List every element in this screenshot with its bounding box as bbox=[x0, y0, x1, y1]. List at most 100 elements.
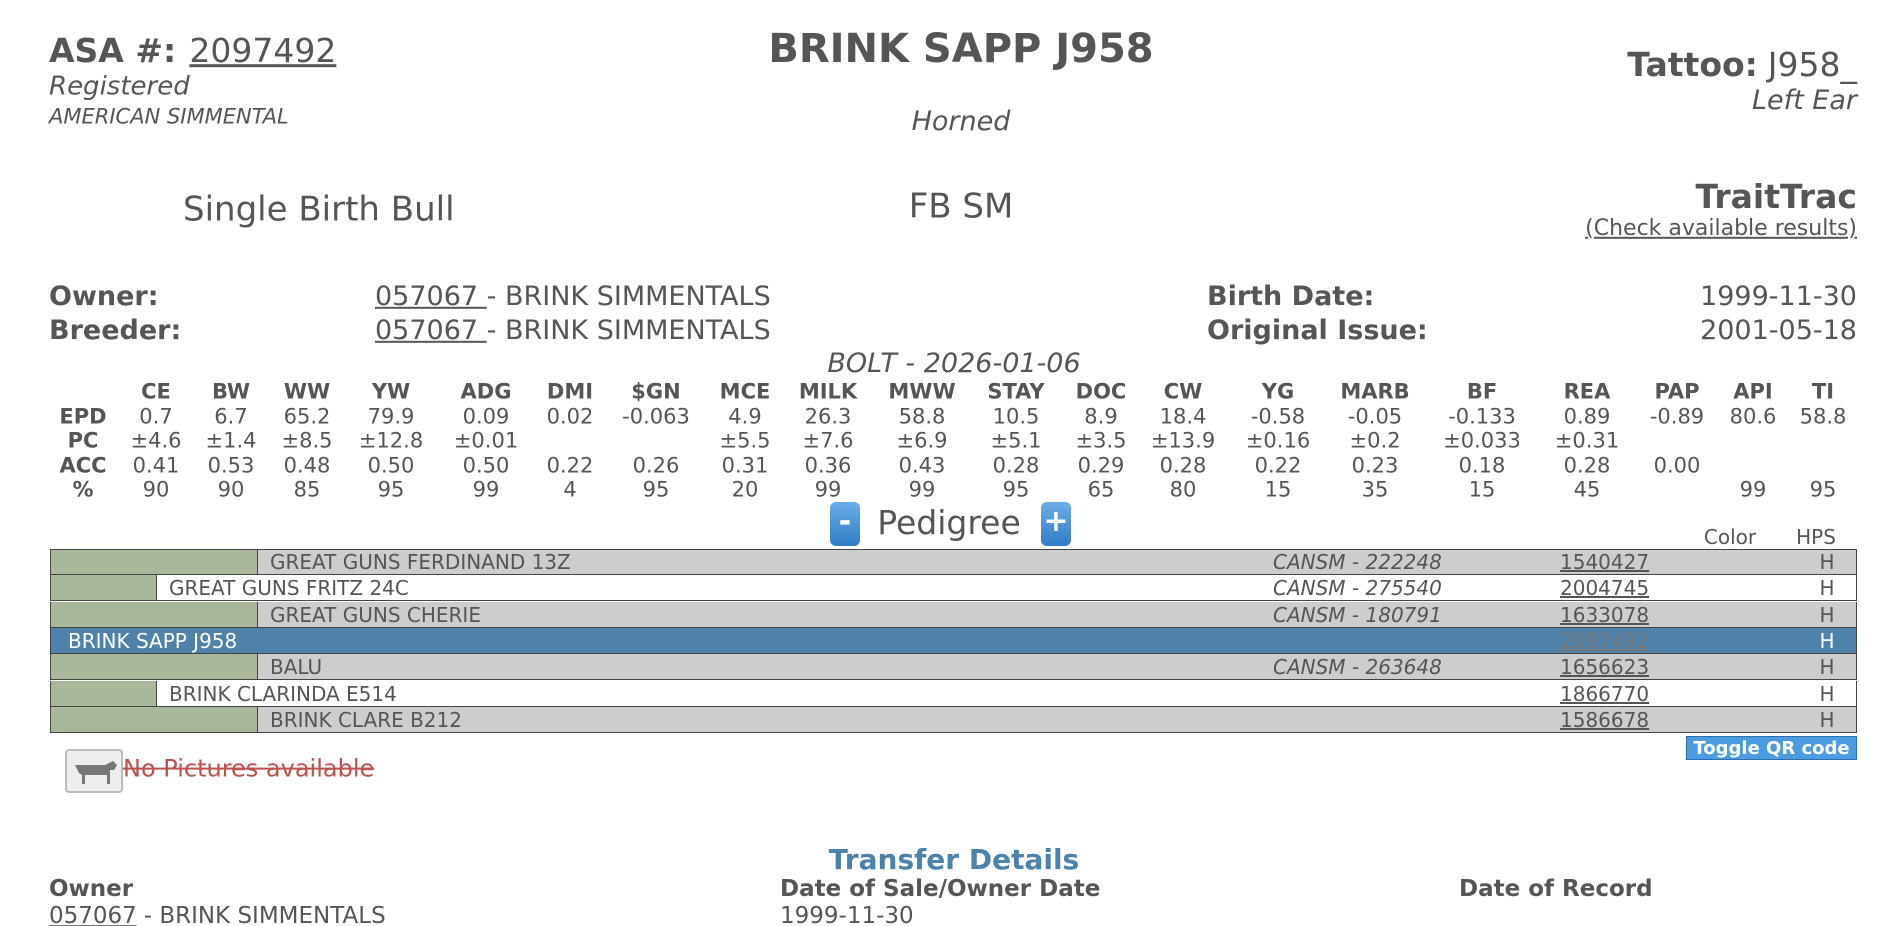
pedigree-row bbox=[50, 601, 1857, 628]
epd-column-header: REA bbox=[1563, 379, 1611, 404]
epd-value: ±0.033 bbox=[1443, 428, 1521, 453]
breeder-id[interactable]: 057067 bbox=[375, 314, 487, 346]
collapse-button[interactable]: - bbox=[830, 502, 860, 546]
epd-value: 0.53 bbox=[207, 453, 255, 478]
pedigree-name: GREAT GUNS FRITZ 24C bbox=[169, 576, 409, 601]
text-line: BW bbox=[212, 379, 250, 404]
epd-column-header: MWW bbox=[888, 379, 956, 404]
pedigree-name: BALU bbox=[270, 655, 323, 680]
text-line: REA bbox=[1564, 379, 1611, 404]
text-line: 58.8 bbox=[1800, 404, 1847, 429]
asa-link[interactable]: 1633078 bbox=[1560, 602, 1650, 627]
text-line: ±5.5 bbox=[720, 429, 771, 454]
epd-value: ±0.2 bbox=[1349, 428, 1401, 453]
qr-toggle-button[interactable]: Toggle QR code bbox=[1686, 736, 1857, 760]
asa-link[interactable]: 1586678 bbox=[1560, 707, 1650, 732]
epd-value: -0.05 bbox=[1347, 404, 1403, 429]
birth-date-value: 1999-11-30 bbox=[1700, 280, 1857, 312]
text-line: 0.28 bbox=[1160, 453, 1207, 478]
asa-link[interactable]: 2004745 bbox=[1560, 576, 1650, 601]
epd-value: -0.133 bbox=[1448, 404, 1516, 429]
epd-value: 79.9 bbox=[367, 404, 415, 429]
text-line: YG bbox=[1262, 379, 1294, 404]
transfer-owner-id[interactable]: 057067 bbox=[49, 903, 137, 926]
text-line: MARB bbox=[1340, 379, 1409, 404]
text-line: H bbox=[1819, 603, 1834, 627]
text-line: Breeder: bbox=[49, 315, 181, 347]
text-line: 45 bbox=[1574, 478, 1601, 503]
text-line: 2001-05-18 bbox=[1700, 315, 1857, 347]
qr-toggle-text: Toggle QR code bbox=[1693, 738, 1850, 759]
pedigree-name: BRINK SAPP J958 bbox=[68, 628, 238, 653]
epd-value: 0.22 bbox=[546, 453, 594, 478]
epd-column-header: STAY bbox=[987, 379, 1045, 404]
text-line: HPS bbox=[1796, 525, 1836, 549]
text-line: BRINK CLARINDA E514 bbox=[169, 682, 397, 706]
epd-value: 0.02 bbox=[546, 404, 594, 429]
owner-id[interactable]: 057067 bbox=[375, 280, 487, 312]
text-line: 1866770 bbox=[1560, 682, 1649, 706]
epd-value: 0.50 bbox=[367, 453, 415, 478]
transfer-owner-name: - BRINK SIMMENTALS bbox=[143, 903, 386, 926]
owner-name: - BRINK SIMMENTALS bbox=[486, 280, 771, 312]
text-line: DMI bbox=[547, 379, 593, 404]
asa-link[interactable]: 1540427 bbox=[1560, 550, 1650, 574]
text-line: 057067 - BRINK SIMMENTALS bbox=[49, 903, 386, 926]
epd-value: 58.8 bbox=[898, 404, 946, 429]
no-pictures-text: No Pictures available bbox=[123, 754, 375, 783]
text-line: -0.58 bbox=[1251, 404, 1305, 429]
epd-row-label: EPD bbox=[59, 404, 107, 429]
epd-value: 95 bbox=[1002, 477, 1030, 502]
epd-value: ±3.5 bbox=[1075, 428, 1127, 453]
text-line: 26.3 bbox=[805, 404, 852, 429]
epd-value: 0.43 bbox=[898, 453, 946, 478]
asa-link[interactable]: 2097492 bbox=[1560, 628, 1650, 653]
epd-value: 0.28 bbox=[1159, 453, 1207, 478]
text-line: Registered bbox=[49, 71, 190, 102]
epd-value: 0.41 bbox=[132, 453, 180, 478]
breeder-label: Breeder: bbox=[49, 314, 182, 346]
text-line: MWW bbox=[888, 379, 955, 404]
hps-value: H bbox=[1819, 628, 1835, 653]
epd-value: 0.18 bbox=[1458, 453, 1506, 478]
epd-value: 0.48 bbox=[283, 453, 331, 478]
epd-column-header: $GN bbox=[631, 379, 681, 404]
text-line: Date of Sale/Owner Date bbox=[780, 876, 1100, 904]
expand-button[interactable]: + bbox=[1041, 502, 1071, 546]
pedigree-name: BRINK CLARE B212 bbox=[270, 707, 462, 732]
registration-status: Registered bbox=[49, 71, 190, 102]
asa-link[interactable]: 1656623 bbox=[1560, 655, 1650, 680]
text-line: 4 bbox=[563, 478, 576, 503]
text-line: FB SM bbox=[909, 187, 1014, 228]
epd-value: 10.5 bbox=[992, 404, 1040, 429]
text-line: ±7.6 bbox=[803, 429, 854, 454]
epd-value: 26.3 bbox=[804, 404, 852, 429]
birth-date-label: Birth Date: bbox=[1207, 280, 1375, 312]
text-line: Color bbox=[1704, 525, 1756, 549]
epd-value: 65 bbox=[1087, 477, 1115, 502]
epd-value: ±0.16 bbox=[1245, 428, 1311, 453]
text-line: 2097492 bbox=[1560, 629, 1649, 653]
text-line: 1656623 bbox=[1560, 655, 1649, 679]
owner-label: Owner: bbox=[49, 280, 159, 312]
transfer-title: Transfer Details bbox=[828, 843, 1080, 877]
asa-number[interactable]: 2097492 bbox=[189, 31, 337, 71]
epd-value: 6.7 bbox=[214, 404, 248, 429]
text-line: CE bbox=[141, 379, 171, 404]
text-line: Date of Record bbox=[1459, 876, 1653, 904]
text-line: 0.48 bbox=[284, 453, 331, 478]
epd-value: ±5.1 bbox=[990, 428, 1042, 453]
text-line: Owner bbox=[49, 876, 133, 904]
text-line: -0.133 bbox=[1448, 404, 1516, 429]
hps-value: H bbox=[1819, 707, 1835, 732]
epd-value: ±0.31 bbox=[1554, 428, 1620, 453]
text-line: 90 bbox=[218, 478, 245, 503]
text-line: ±5.1 bbox=[991, 429, 1042, 454]
asa-link[interactable]: 1866770 bbox=[1560, 681, 1650, 706]
text-line: 99 bbox=[1740, 478, 1767, 503]
traittrac-link[interactable]: (Check available results) bbox=[1585, 215, 1857, 241]
text-line: ±13.9 bbox=[1151, 429, 1215, 454]
breeder-name: - BRINK SIMMENTALS bbox=[486, 314, 771, 346]
text-line: 0.41 bbox=[133, 453, 180, 478]
text-line: 65 bbox=[1088, 478, 1115, 503]
